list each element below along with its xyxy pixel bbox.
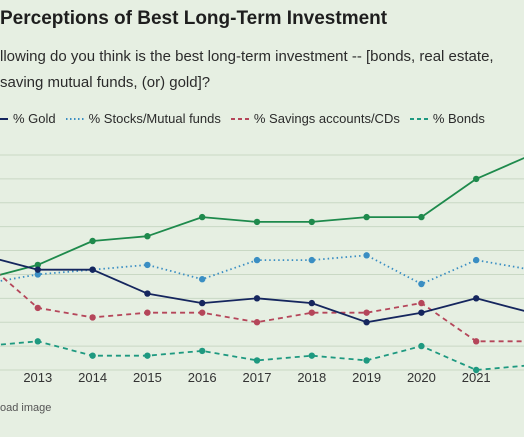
data-point-gold — [89, 266, 96, 273]
legend-item-gold: % Gold — [0, 111, 56, 126]
data-point-savings — [34, 304, 41, 312]
data-point-gold — [473, 295, 480, 302]
x-tick-label: 2014 — [78, 370, 107, 385]
data-point-savings — [363, 309, 370, 316]
data-point-savings — [253, 319, 261, 326]
data-point-gold — [144, 290, 151, 297]
legend-swatch-stocks — [65, 117, 84, 120]
x-tick-label: 2013 — [23, 370, 52, 385]
data-point-savings — [144, 309, 151, 316]
data-point-gold — [363, 319, 370, 326]
series-line-savings — [0, 273, 524, 343]
x-tick-label: 2017 — [243, 370, 272, 385]
data-point-stocks — [34, 271, 41, 278]
data-point-bonds — [34, 338, 41, 345]
series-line-real_estate — [0, 157, 524, 276]
legend-item-savings: % Savings accounts/CDs — [230, 111, 400, 126]
legend-label-stocks: % Stocks/Mutual funds — [88, 111, 221, 126]
x-tick-label: 2018 — [297, 370, 326, 385]
data-point-stocks — [253, 256, 261, 264]
data-point-real_estate — [363, 213, 370, 221]
data-point-savings — [308, 309, 315, 316]
data-point-stocks — [144, 261, 151, 269]
legend-swatch-savings — [230, 117, 249, 120]
data-point-bonds — [89, 352, 96, 359]
data-point-stocks — [308, 256, 315, 264]
data-point-real_estate — [34, 261, 41, 269]
series-line-bonds — [0, 340, 524, 371]
data-point-bonds — [363, 357, 370, 364]
data-point-bonds — [253, 357, 261, 364]
data-point-bonds — [418, 342, 425, 350]
legend-swatch-bonds — [409, 117, 428, 120]
data-point-gold — [418, 309, 425, 316]
data-point-stocks — [418, 280, 425, 288]
data-point-bonds — [199, 347, 206, 355]
chart-legend: % Gold % Stocks/Mutual funds % Savings a… — [0, 111, 495, 126]
data-point-savings — [473, 338, 480, 345]
data-point-bonds — [473, 366, 480, 374]
data-point-real_estate — [144, 233, 151, 240]
data-point-real_estate — [89, 237, 96, 245]
line-chart: 20132014201520162017201820192020202120 — [0, 154, 524, 385]
data-point-savings — [418, 299, 425, 307]
data-point-gold — [308, 299, 315, 307]
data-point-real_estate — [308, 218, 315, 226]
download-image-link[interactable]: oad image — [0, 402, 52, 414]
x-tick-label: 2016 — [188, 370, 217, 385]
data-point-bonds — [144, 352, 151, 359]
legend-label-bonds: % Bonds — [432, 111, 485, 126]
legend-item-bonds: % Bonds — [409, 111, 485, 126]
data-point-real_estate — [473, 175, 480, 183]
data-point-real_estate — [199, 213, 206, 221]
data-point-gold — [199, 299, 206, 307]
data-point-real_estate — [253, 218, 261, 226]
data-point-stocks — [473, 256, 480, 264]
series-line-gold — [0, 258, 524, 324]
legend-swatch-gold — [0, 117, 8, 120]
legend-label-gold: % Gold — [13, 111, 56, 126]
data-point-bonds — [308, 352, 315, 359]
data-point-gold — [34, 266, 41, 273]
data-point-savings — [89, 314, 96, 321]
x-tick-label: 2020 — [407, 370, 436, 385]
chart-title: Perceptions of Best Long-Term Investment — [0, 8, 388, 29]
data-point-stocks — [363, 252, 370, 259]
x-tick-label: 2019 — [352, 370, 381, 385]
chart-subtitle: llowing do you think is the best long-te… — [0, 48, 494, 91]
legend-label-savings: % Savings accounts/CDs — [253, 111, 400, 126]
x-tick-label: 2015 — [133, 370, 162, 385]
legend-item-stocks: % Stocks/Mutual funds — [65, 111, 221, 126]
x-tick-label: 2021 — [462, 370, 491, 385]
data-point-gold — [253, 295, 261, 302]
data-point-stocks — [199, 276, 206, 283]
data-point-real_estate — [418, 213, 425, 221]
data-point-savings — [199, 309, 206, 316]
